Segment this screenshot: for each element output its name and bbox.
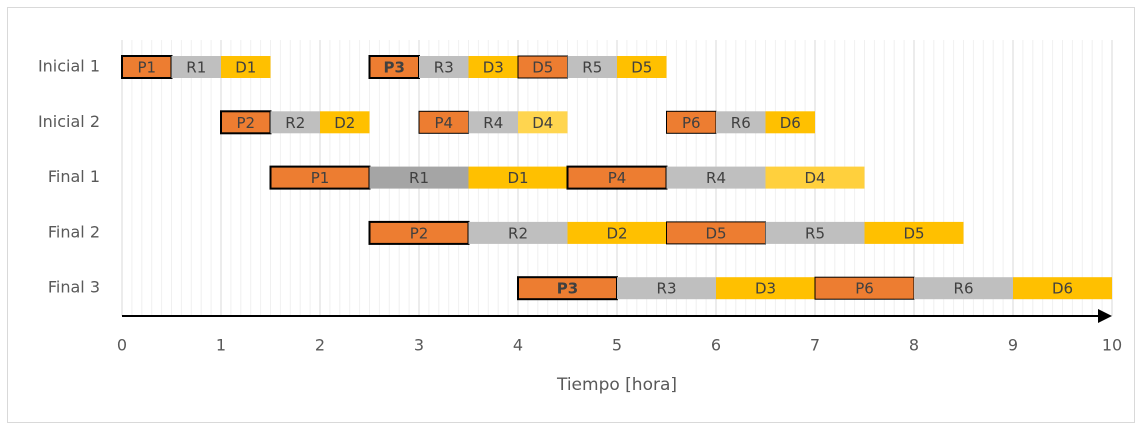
task-bar [221,56,271,78]
task-label: D6 [780,114,801,132]
x-axis-arrow [1098,309,1112,323]
task-label: R6 [731,114,751,132]
task-bar [468,221,568,244]
task-label: R1 [186,59,206,77]
task-bar [468,111,518,134]
task-label: R1 [409,169,429,187]
x-tick-label: 9 [1008,336,1018,355]
y-tick-label: Final 2 [48,222,100,241]
task-bar [567,221,667,244]
task-bar [369,166,469,189]
task-label: P6 [682,114,701,132]
task-label: R4 [706,169,726,187]
x-tick-label: 6 [711,336,721,355]
task-label: R2 [285,114,305,132]
task-label: P1 [311,169,330,187]
task-label: P2 [236,114,255,132]
task-label: D2 [334,114,355,132]
task-bar [617,277,716,300]
task-bar [765,166,865,189]
task-bar [914,277,1013,300]
x-tick-label: 7 [810,336,820,355]
task-label: D1 [507,169,528,187]
task-bar [518,111,568,134]
task-label: R5 [582,59,602,77]
task-bar [666,166,766,189]
x-tick-label: 3 [414,336,424,355]
x-tick-label: 4 [513,336,523,355]
task-bar [864,221,964,244]
task-label: P2 [410,224,429,242]
task-label: D3 [755,280,776,298]
task-bar [567,56,617,78]
task-bar [171,56,221,78]
task-label: R3 [434,59,454,77]
task-bar [468,166,568,189]
task-label: D1 [235,59,256,77]
task-label: R2 [508,224,528,242]
task-bar [765,221,865,244]
task-label: P4 [608,169,627,187]
task-label: D3 [483,59,504,77]
x-tick-label: 10 [1102,336,1122,355]
task-label: P6 [855,280,874,298]
x-axis-label: Tiempo [hora] [556,375,677,395]
task-bar [716,111,766,134]
task-bar [270,111,320,134]
x-tick-label: 1 [216,336,226,355]
task-label: P4 [434,114,453,132]
task-label: P3 [384,59,405,77]
bars: P1 R1 D1 P3 R3 D3 D5 R5 D5 P2 R2 D2 P4 R4 D4 P6 R6 D6 P1 R1… [121,55,1112,301]
task-label: P3 [557,280,578,298]
task-label: R6 [954,280,974,298]
task-bar [765,111,815,134]
task-bar [419,56,469,78]
task-label: D5 [631,59,652,77]
task-label: P1 [137,59,156,77]
task-bar [468,56,518,78]
x-tick-label: 2 [315,336,325,355]
task-bar [320,111,370,134]
task-label: D4 [532,114,553,132]
x-tick-label: 8 [909,336,919,355]
task-label: R4 [483,114,503,132]
y-tick-label: Final 1 [48,167,100,186]
task-label: D4 [804,169,825,187]
y-tick-label: Inicial 2 [38,112,100,131]
task-label: R5 [805,224,825,242]
task-bar [617,56,667,78]
task-label: D5 [532,59,553,77]
task-bar [1013,277,1112,300]
y-tick-label: Inicial 1 [38,57,100,76]
x-tick-label: 5 [612,336,622,355]
task-label: D2 [606,224,627,242]
task-label: D5 [903,224,924,242]
y-tick-label: Final 3 [48,278,100,297]
task-bar [716,277,815,300]
task-label: D6 [1052,280,1073,298]
x-tick-label: 0 [117,336,127,355]
task-label: D5 [705,224,726,242]
task-label: R3 [657,280,677,298]
